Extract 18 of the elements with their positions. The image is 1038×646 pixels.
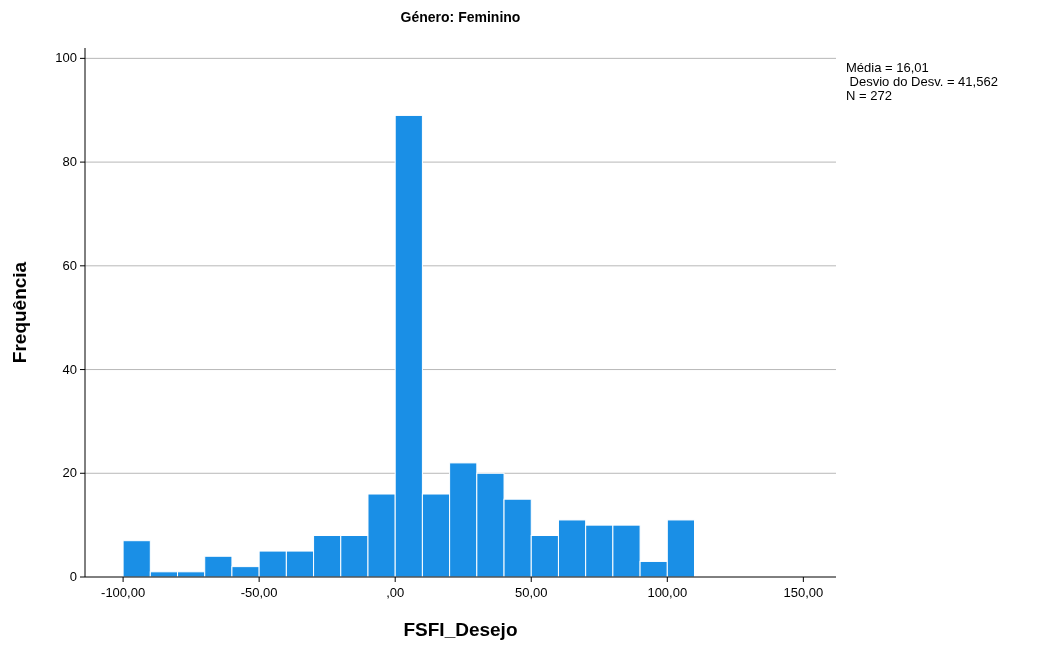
y-tick-label: 0	[69, 569, 77, 584]
text: Desvio do Desv. = 41,562	[846, 74, 998, 89]
x-axis-title: FSFI_Desejo	[403, 619, 518, 640]
y-tick-label: 100	[55, 50, 77, 66]
chart-title: Género: Feminino	[400, 9, 521, 25]
y-tick-label: 40	[62, 361, 77, 377]
y-axis-title: Frequência	[9, 261, 30, 364]
x-tick-label: ,00	[386, 585, 405, 600]
x-tick-label: -100,00	[101, 585, 146, 600]
x-tick-label: -50,00	[240, 585, 278, 600]
y-tick-label: 20	[62, 465, 77, 481]
x-tick-label: 100,00	[647, 585, 688, 600]
x-tick-label: 50,00	[514, 585, 548, 600]
y-tick-label: 80	[62, 154, 77, 170]
text: N = 272	[846, 88, 892, 103]
x-tick-label: 150,00	[783, 585, 824, 600]
y-tick-label: 60	[62, 257, 77, 273]
text: Média = 16,01	[846, 60, 929, 75]
